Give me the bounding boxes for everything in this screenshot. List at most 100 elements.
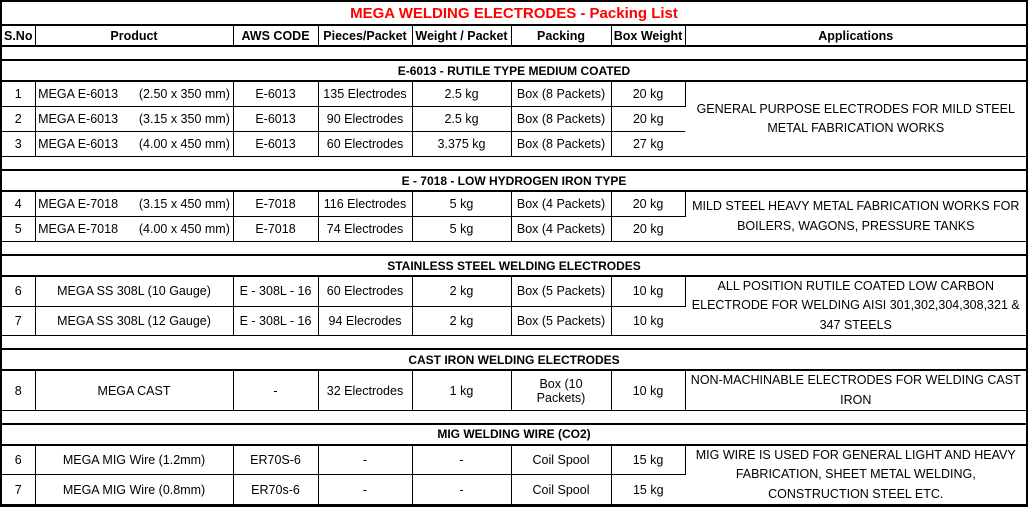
cell-box-weight: 15 kg (611, 445, 686, 476)
section-heading-mig-wire: MIG WELDING WIRE (CO2) (2, 422, 1026, 446)
cell-box-weight: 10 kg (611, 371, 686, 411)
cell-aws-code: E-7018 (233, 192, 319, 217)
cell-box-weight: 15 kg (611, 474, 685, 505)
cell-box-weight: 27 kg (611, 131, 685, 157)
cell-weight: 3.375 kg (412, 131, 512, 157)
cell-pieces: 90 Electrodes (318, 106, 413, 132)
cell-aws-code: E - 308L - 16 (233, 277, 319, 307)
section-table-stainless: 6 MEGA SS 308L (10 Gauge) E - 308L - 16 … (2, 277, 1026, 337)
cell-applications: NON-MACHINABLE ELECTRODES FOR WELDING CA… (685, 371, 1026, 411)
cell-sno: 7 (2, 306, 36, 337)
table-row: 3 MEGA E-6013 (4.00 x 450 mm) E-6013 60 … (2, 131, 1026, 157)
cell-packing: Box (5 Packets) (511, 277, 612, 307)
cell-aws-code: E-6013 (233, 106, 319, 132)
cell-pieces: 60 Electrodes (318, 277, 413, 307)
cell-applications: MIG WIRE IS USED FOR GENERAL LIGHT AND H… (685, 445, 1026, 505)
cell-product: MEGA E-6013 (2.50 x 350 mm) (35, 82, 234, 107)
cell-sno: 1 (2, 82, 36, 107)
cell-product: MEGA CAST (35, 371, 234, 411)
cell-packing: Box (8 Packets) (511, 131, 612, 157)
cell-weight: 2.5 kg (412, 82, 512, 107)
section-gap (2, 410, 1026, 423)
col-header-aws-code: AWS CODE (233, 26, 319, 47)
table-row: 7 MEGA SS 308L (12 Gauge) E - 308L - 16 … (2, 306, 1026, 337)
table-row: 6 MEGA MIG Wire (1.2mm) ER70S-6 - - Coil… (2, 445, 1026, 505)
section-gap (2, 336, 1026, 349)
cell-aws-code: E-6013 (233, 131, 319, 157)
section-gap (2, 242, 1026, 254)
cell-box-weight: 20 kg (611, 192, 686, 217)
col-header-box-weight: Box Weight (611, 26, 686, 47)
cell-applications: ALL POSITION RUTILE COATED LOW CARBON EL… (685, 277, 1026, 337)
section-heading-e6013: E-6013 - RUTILE TYPE MEDIUM COATED (2, 59, 1026, 82)
cell-pieces: 116 Electrodes (318, 192, 413, 217)
section-table-e7018: 4 MEGA E-7018 (3.15 x 450 mm) E-7018 116… (2, 192, 1026, 242)
cell-product: MEGA MIG Wire (0.8mm) (35, 474, 234, 505)
col-header-product: Product (35, 26, 234, 47)
cell-pieces: 74 Electrodes (318, 216, 413, 242)
cell-sno: 6 (2, 445, 36, 476)
cell-sno: 6 (2, 277, 36, 307)
cell-product: MEGA E-7018 (3.15 x 450 mm) (35, 192, 234, 217)
cell-sno: 7 (2, 474, 36, 505)
section-table-cast-iron: 8 MEGA CAST - 32 Electrodes 1 kg Box (10… (2, 371, 1026, 411)
cell-pieces: 135 Electrodes (318, 82, 413, 107)
cell-pieces: - (318, 474, 413, 505)
cell-weight: 2 kg (412, 277, 512, 307)
cell-product: MEGA E-7018 (4.00 x 450 mm) (35, 216, 234, 242)
cell-product: MEGA SS 308L (10 Gauge) (35, 277, 234, 307)
table-row: 2 MEGA E-6013 (3.15 x 350 mm) E-6013 90 … (2, 106, 1026, 132)
cell-weight: 5 kg (412, 216, 512, 242)
cell-sno: 2 (2, 106, 36, 132)
cell-aws-code: E-6013 (233, 82, 319, 107)
cell-aws-code: ER70s-6 (233, 474, 319, 505)
cell-product: MEGA E-6013 (3.15 x 350 mm) (35, 106, 234, 132)
section-heading-cast-iron: CAST IRON WELDING ELECTRODES (2, 348, 1026, 372)
cell-weight: 5 kg (412, 192, 512, 217)
cell-packing: Box (5 Packets) (511, 306, 612, 337)
col-header-pieces-packet: Pieces/Packet (318, 26, 413, 47)
cell-aws-code: E - 308L - 16 (233, 306, 319, 337)
cell-aws-code: ER70S-6 (233, 445, 319, 476)
cell-sno: 4 (2, 192, 36, 217)
cell-box-weight: 10 kg (611, 277, 686, 307)
column-header-row: S.No Product AWS CODE Pieces/Packet Weig… (2, 26, 1026, 47)
col-header-packing: Packing (511, 26, 612, 47)
table-row: 1 MEGA E-6013 (2.50 x 350 mm) E-6013 135… (2, 82, 1026, 157)
cell-box-weight: 10 kg (611, 306, 685, 337)
cell-box-weight: 20 kg (611, 216, 685, 242)
page-title: MEGA WELDING ELECTRODES - Packing List (2, 2, 1026, 26)
cell-packing: Coil Spool (511, 445, 612, 476)
cell-pieces: 60 Electrodes (318, 131, 413, 157)
col-header-weight-packet: Weight / Packet (412, 26, 512, 47)
section-heading-stainless: STAINLESS STEEL WELDING ELECTRODES (2, 254, 1026, 277)
cell-pieces: - (318, 445, 413, 476)
cell-product: MEGA SS 308L (12 Gauge) (35, 306, 234, 337)
section-heading-e7018: E - 7018 - LOW HYDROGEN IRON TYPE (2, 169, 1026, 192)
section-table-mig-wire: 6 MEGA MIG Wire (1.2mm) ER70S-6 - - Coil… (2, 445, 1026, 505)
cell-applications: GENERAL PURPOSE ELECTRODES FOR MILD STEE… (685, 82, 1026, 157)
section-gap (2, 157, 1026, 169)
cell-weight: - (412, 445, 512, 476)
cell-packing: Box (8 Packets) (511, 82, 612, 107)
cell-packing: Box (4 Packets) (511, 192, 612, 217)
cell-box-weight: 20 kg (611, 106, 685, 132)
cell-weight: 2 kg (412, 306, 512, 337)
table-row: 5 MEGA E-7018 (4.00 x 450 mm) E-7018 74 … (2, 216, 1026, 242)
col-header-applications: Applications (685, 26, 1026, 47)
cell-sno: 5 (2, 216, 36, 242)
cell-packing: Box (4 Packets) (511, 216, 612, 242)
table-row: 4 MEGA E-7018 (3.15 x 450 mm) E-7018 116… (2, 192, 1026, 242)
section-table-e6013: 1 MEGA E-6013 (2.50 x 350 mm) E-6013 135… (2, 82, 1026, 157)
cell-box-weight: 20 kg (611, 82, 686, 107)
cell-pieces: 94 Elecrodes (318, 306, 413, 337)
cell-aws-code: E-7018 (233, 216, 319, 242)
cell-weight: 2.5 kg (412, 106, 512, 132)
cell-weight: 1 kg (412, 371, 512, 411)
table-row: 8 MEGA CAST - 32 Electrodes 1 kg Box (10… (2, 371, 1026, 411)
cell-packing: Coil Spool (511, 474, 612, 505)
cell-weight: - (412, 474, 512, 505)
col-header-sno: S.No (2, 26, 36, 47)
cell-product: MEGA E-6013 (4.00 x 450 mm) (35, 131, 234, 157)
